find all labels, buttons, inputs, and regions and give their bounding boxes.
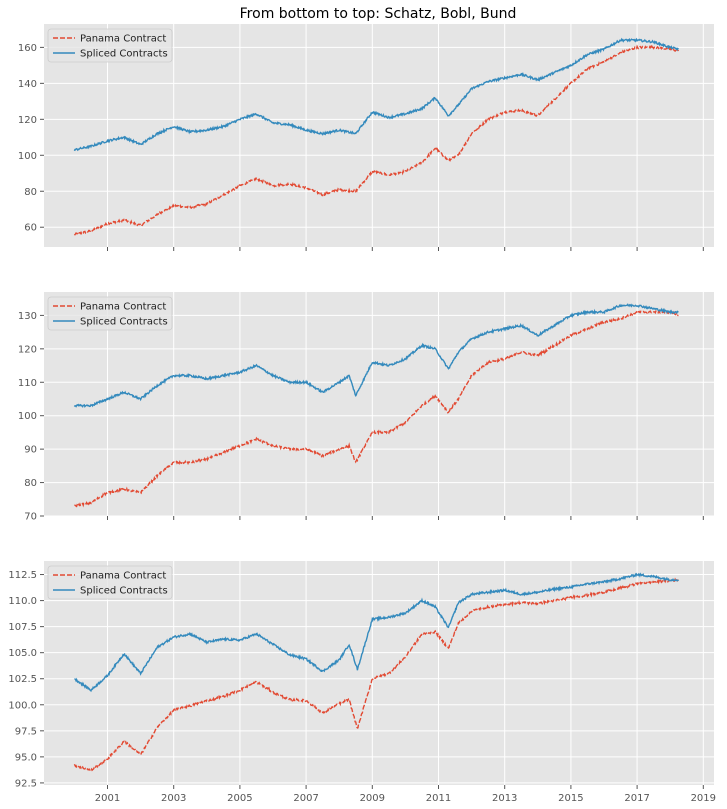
legend-label: Panama Contract bbox=[80, 34, 166, 45]
y-tick-label: 102.5 bbox=[8, 674, 37, 685]
y-tick-label: 80 bbox=[24, 187, 37, 198]
x-tick-label: 2013 bbox=[492, 793, 517, 804]
legend: Panama Contract Spliced Contracts bbox=[47, 296, 173, 331]
y-tick-label: 100 bbox=[18, 151, 37, 162]
y-tick-label: 110 bbox=[18, 378, 37, 389]
legend: Panama Contract Spliced Contracts bbox=[47, 565, 173, 600]
y-tick-label: 100.0 bbox=[8, 700, 37, 711]
y-tick-label: 95.0 bbox=[15, 752, 37, 763]
y-tick-label: 100 bbox=[18, 411, 37, 422]
y-tick-label: 140 bbox=[18, 79, 37, 90]
legend-box bbox=[47, 565, 173, 600]
legend-label: Spliced Contracts bbox=[80, 317, 168, 328]
figure-title: From bottom to top: Schatz, Bobl, Bund bbox=[240, 6, 517, 22]
chart-panel-1: 60 80 100 120 140 160 Panama Contract Spliced C… bbox=[18, 24, 714, 251]
y-tick-label: 80 bbox=[24, 478, 37, 489]
y-tick-label: 97.5 bbox=[15, 726, 37, 737]
x-tick-label: 2007 bbox=[293, 793, 318, 804]
series-line-spliced-contracts bbox=[73, 303, 679, 408]
legend-label: Spliced Contracts bbox=[80, 49, 168, 60]
x-tick-label: 2005 bbox=[227, 793, 252, 804]
x-tick-label: 2019 bbox=[691, 793, 716, 804]
y-tick-label: 70 bbox=[24, 512, 37, 523]
chart-panel-3: 92.5 95.0 97.5 100.0 102.5 105.0 107.5 110.0 112… bbox=[8, 561, 716, 804]
legend-box bbox=[47, 28, 173, 63]
x-tick-label: 2017 bbox=[624, 793, 649, 804]
chart-panel-2: 70 80 90 100 110 120 130 Panama Contract Spliced… bbox=[18, 292, 714, 523]
y-tick-label: 130 bbox=[18, 311, 37, 322]
y-tick-label: 105.0 bbox=[8, 648, 37, 659]
series-line-panama-contract bbox=[73, 577, 679, 772]
legend-box bbox=[47, 296, 173, 331]
x-tick-label: 2003 bbox=[161, 793, 186, 804]
y-tick-label: 107.5 bbox=[8, 622, 37, 633]
y-tick-label: 92.5 bbox=[15, 778, 37, 789]
x-tick-label: 2009 bbox=[360, 793, 385, 804]
x-tick-label: 2011 bbox=[426, 793, 451, 804]
series-line-spliced-contracts bbox=[73, 37, 679, 152]
y-tick-label: 112.5 bbox=[8, 570, 37, 581]
legend: Panama Contract Spliced Contracts bbox=[47, 28, 173, 63]
y-tick-label: 60 bbox=[24, 223, 37, 234]
y-tick-label: 120 bbox=[18, 344, 37, 355]
legend-label: Spliced Contracts bbox=[80, 586, 168, 597]
legend-label: Panama Contract bbox=[80, 571, 166, 582]
y-tick-label: 90 bbox=[24, 445, 37, 456]
x-tick-label: 2001 bbox=[95, 793, 120, 804]
series-line-panama-contract bbox=[73, 44, 680, 236]
x-tick-label: 2015 bbox=[558, 793, 583, 804]
y-tick-label: 120 bbox=[18, 115, 37, 126]
series-line-spliced-contracts bbox=[74, 572, 680, 693]
legend-label: Panama Contract bbox=[80, 302, 166, 313]
y-tick-label: 110.0 bbox=[8, 596, 37, 607]
y-tick-label: 160 bbox=[18, 43, 37, 54]
